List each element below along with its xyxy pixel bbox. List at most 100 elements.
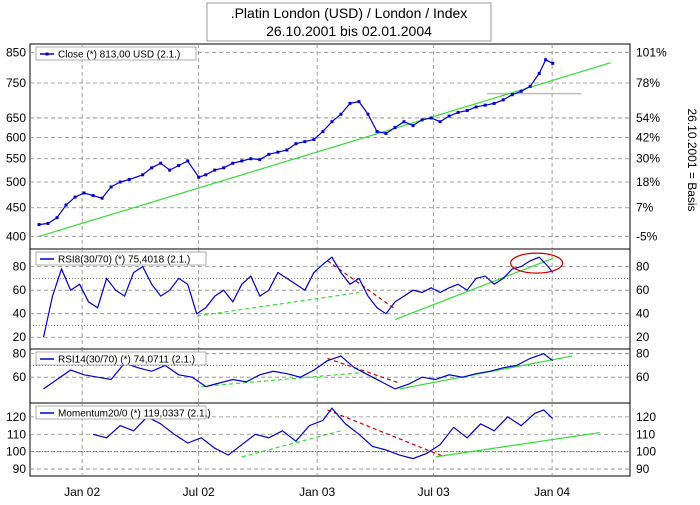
price-point (492, 101, 496, 105)
price-point (159, 161, 163, 165)
price-point (46, 221, 50, 225)
price-left-tick-label: 550 (6, 152, 26, 166)
price-point (357, 100, 361, 104)
Momentum-right-tick-label: 110 (636, 427, 655, 441)
right-axis-label: 26.10.2001 = Basis (685, 108, 699, 211)
price-left-tick-label: 650 (6, 111, 26, 125)
price-point (168, 168, 172, 172)
Momentum-left-tick-label: 100 (6, 445, 26, 459)
chart-title: .Platin London (USD) / London / Index (231, 5, 468, 21)
price-point (348, 101, 352, 105)
panel-price: 400 -5% 450 7% 500 18% 550 30% 600 42% 650 54% 750 78… (6, 43, 667, 250)
price-point (37, 223, 41, 227)
Momentum-left-tick-label: 110 (7, 427, 26, 441)
price-point (321, 129, 325, 133)
price-point (366, 112, 370, 116)
price-point (294, 142, 298, 146)
RSI14-left-tick-label: 80 (13, 347, 27, 361)
price-point (393, 126, 397, 130)
price-point (384, 131, 388, 135)
price-legend-label: Close (*) 813,00 USD (2.1.) (58, 50, 180, 61)
price-point (197, 175, 201, 179)
price-left-tick-label: 750 (6, 76, 26, 90)
price-right-tick-label: 54% (636, 111, 660, 125)
Momentum-trendline-red (327, 409, 445, 458)
price-right-tick-label: 30% (636, 152, 660, 166)
Momentum-series-line (92, 407, 554, 460)
RSI14-legend-label: RSI14(30/70) (*) 74,0711 (2.1.) (58, 355, 195, 366)
RSI8-left-tick-label: 60 (13, 283, 27, 297)
title-box (206, 2, 492, 42)
price-point (537, 71, 541, 75)
panel-RSI14: 60 60 80 80 RSI14(30/70) (*) 74,0711 (2.1.) (13, 347, 650, 404)
price-point (501, 98, 505, 102)
Momentum-right-tick-label: 100 (636, 445, 656, 459)
x-tick-label: Jan 02 (64, 485, 100, 499)
price-legend-marker (45, 52, 49, 56)
RSI14-right-tick-label: 60 (636, 370, 650, 384)
price-point (375, 129, 379, 133)
price-point (303, 140, 307, 144)
RSI8-right-tick-label: 60 (636, 283, 650, 297)
RSI14-left-tick-label: 60 (13, 370, 27, 384)
RSI8-right-tick-label: 80 (636, 260, 650, 274)
Momentum-legend-label: Momentum20/0 (*) 119,0337 (2.1.) (58, 409, 211, 420)
price-point (276, 150, 280, 154)
price-point (429, 116, 433, 120)
price-point (456, 110, 460, 114)
panel-RSI8: 20 20 40 40 60 60 80 80 RSI8(30/70) (*) 75,4018 … (13, 248, 650, 350)
RSI14-legend-box (35, 351, 207, 366)
RSI14-trendline-green (201, 371, 364, 388)
price-point (186, 159, 190, 163)
price-point (127, 178, 131, 182)
RSI8-annotation-ellipse (510, 252, 564, 274)
price-point (420, 118, 424, 122)
RSI8-legend-box (35, 251, 207, 266)
price-right-tick-label: 101% (636, 45, 667, 59)
price-point (91, 194, 95, 198)
price-point (73, 195, 77, 199)
RSI14-trendline-red (327, 357, 400, 384)
RSI8-right-tick-label: 20 (636, 330, 650, 344)
price-trendline-green (38, 62, 611, 238)
x-tick-label: Jul 02 (183, 485, 215, 499)
chart-subtitle-date-range: 26.10.2001 bis 02.01.2004 (266, 23, 432, 39)
RSI8-left-tick-label: 20 (13, 330, 27, 344)
price-point (465, 109, 469, 113)
price-point (411, 124, 415, 128)
price-point (118, 180, 122, 184)
price-point (483, 103, 487, 107)
x-tick-label: Jan 03 (299, 485, 335, 499)
price-point (240, 159, 244, 163)
price-left-tick-label: 600 (6, 130, 26, 144)
price-right-tick-label: 78% (636, 76, 660, 90)
RSI8-left-tick-label: 40 (13, 307, 27, 321)
price-point (82, 191, 86, 195)
RSI8-left-tick-label: 80 (13, 260, 27, 274)
price-point (551, 61, 555, 65)
price-point (528, 84, 532, 88)
price-point (330, 120, 334, 124)
RSI8-frame (29, 248, 631, 350)
Momentum-right-tick-label: 90 (636, 462, 650, 476)
price-left-tick-label: 500 (6, 175, 26, 189)
price-frame (29, 43, 631, 250)
price-point (339, 112, 343, 116)
x-tick-label: Jan 04 (534, 485, 570, 499)
price-point (447, 114, 451, 118)
RSI8-trendline-green (196, 291, 360, 317)
RSI8-right-tick-label: 40 (636, 307, 650, 321)
price-point (519, 89, 523, 93)
Momentum-left-tick-label: 120 (6, 410, 26, 424)
price-point (438, 120, 442, 124)
price-left-tick-label: 400 (6, 229, 26, 243)
price-point (109, 185, 113, 189)
price-point (55, 216, 59, 220)
RSI8-series-line (42, 256, 554, 338)
price-point (204, 173, 208, 177)
price-left-tick-label: 850 (6, 45, 26, 59)
price-right-tick-label: 42% (636, 130, 660, 144)
price-point (64, 203, 68, 207)
